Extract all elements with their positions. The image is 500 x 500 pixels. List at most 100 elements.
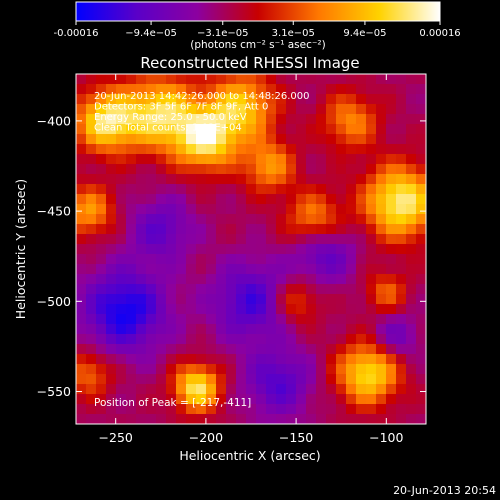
heatmap-cell	[356, 194, 367, 205]
heatmap-cell	[356, 324, 367, 335]
heatmap-cell	[246, 164, 257, 175]
heatmap-cell	[116, 254, 127, 265]
heatmap-cell	[196, 404, 207, 415]
heatmap-cell	[156, 174, 167, 185]
heatmap-cell	[306, 364, 317, 375]
heatmap-cell	[166, 284, 177, 295]
heatmap-cell	[246, 204, 257, 215]
heatmap-cell	[166, 164, 177, 175]
heatmap-cell	[366, 364, 377, 375]
heatmap-cell	[96, 214, 107, 225]
heatmap-cell	[176, 304, 187, 315]
heatmap-cell	[246, 144, 257, 155]
heatmap-cell	[296, 164, 307, 175]
colorbar-tick-label: 3.1e−05	[272, 28, 315, 39]
heatmap-cell	[276, 394, 287, 405]
heatmap-cell	[126, 314, 137, 325]
heatmap-cell	[306, 304, 317, 315]
heatmap-cell	[356, 414, 367, 425]
heatmap-cell	[416, 204, 427, 215]
heatmap-cell	[146, 74, 157, 85]
heatmap-cell	[216, 414, 227, 425]
heatmap-cell	[316, 154, 327, 165]
heatmap-cell	[376, 154, 387, 165]
heatmap-cell	[76, 384, 87, 395]
heatmap-cell	[326, 104, 337, 115]
heatmap-cell	[236, 164, 247, 175]
heatmap-cell	[296, 84, 307, 95]
heatmap-cell	[136, 414, 147, 425]
heatmap-cell	[166, 94, 177, 105]
heatmap-cell	[196, 304, 207, 315]
heatmap-cell	[386, 294, 397, 305]
colorbar-tick-label: -0.00016	[54, 28, 99, 39]
heatmap-cell	[136, 374, 147, 385]
heatmap-cell	[76, 234, 87, 245]
heatmap-cell	[106, 224, 117, 235]
heatmap-cell	[236, 84, 247, 95]
heatmap-cell	[106, 194, 117, 205]
heatmap-cell	[286, 294, 297, 305]
heatmap-cell	[106, 84, 117, 95]
heatmap-cell	[236, 354, 247, 365]
heatmap-cell	[236, 184, 247, 195]
heatmap-cell	[226, 234, 237, 245]
heatmap-cell	[196, 164, 207, 175]
heatmap-cell	[336, 124, 347, 135]
heatmap-cell	[356, 234, 367, 245]
colorbar-tick-label: 0.00016	[419, 28, 460, 39]
heatmap-cell	[336, 254, 347, 265]
heatmap-cell	[106, 234, 117, 245]
heatmap-cell	[116, 234, 127, 245]
heatmap-cell	[336, 154, 347, 165]
heatmap-cell	[306, 384, 317, 395]
heatmap-cell	[226, 144, 237, 155]
heatmap-cell	[126, 104, 137, 115]
heatmap-cell	[116, 314, 127, 325]
heatmap-cell	[176, 154, 187, 165]
heatmap-cell	[276, 174, 287, 185]
heatmap-cell	[126, 234, 137, 245]
heatmap-cell	[276, 224, 287, 235]
heatmap-cell	[116, 94, 127, 105]
heatmap-cell	[296, 244, 307, 255]
heatmap-cell	[336, 204, 347, 215]
heatmap-cell	[396, 184, 407, 195]
heatmap-cell	[226, 294, 237, 305]
heatmap-cell	[416, 94, 427, 105]
heatmap-cell	[126, 294, 137, 305]
heatmap-cell	[96, 144, 107, 155]
heatmap-cell	[186, 234, 197, 245]
heatmap-cell	[76, 154, 87, 165]
heatmap-cell	[296, 334, 307, 345]
heatmap-cell	[376, 404, 387, 415]
heatmap-cell	[386, 314, 397, 325]
heatmap-cell	[116, 394, 127, 405]
heatmap-cell	[286, 124, 297, 135]
heatmap-cell	[306, 124, 317, 135]
heatmap-cell	[256, 394, 267, 405]
heatmap-cell	[196, 414, 207, 425]
heatmap-cell	[366, 264, 377, 275]
heatmap-cell	[106, 394, 117, 405]
heatmap-cell	[336, 294, 347, 305]
heatmap-cell	[366, 354, 377, 365]
heatmap-cell	[286, 354, 297, 365]
heatmap-cell	[106, 404, 117, 415]
heatmap-cell	[156, 74, 167, 85]
heatmap-cell	[76, 294, 87, 305]
heatmap-cell	[296, 204, 307, 215]
heatmap-cell	[326, 184, 337, 195]
heatmap-cell	[96, 74, 107, 85]
heatmap-cell	[136, 104, 147, 115]
heatmap-cell	[306, 184, 317, 195]
heatmap-cell	[406, 214, 417, 225]
heatmap-cell	[126, 324, 137, 335]
heatmap-cell	[296, 404, 307, 415]
heatmap-cell	[286, 184, 297, 195]
heatmap-cell	[176, 284, 187, 295]
heatmap-cell	[226, 74, 237, 85]
heatmap-cell	[126, 204, 137, 215]
heatmap-cell	[316, 74, 327, 85]
heatmap-cell	[156, 164, 167, 175]
